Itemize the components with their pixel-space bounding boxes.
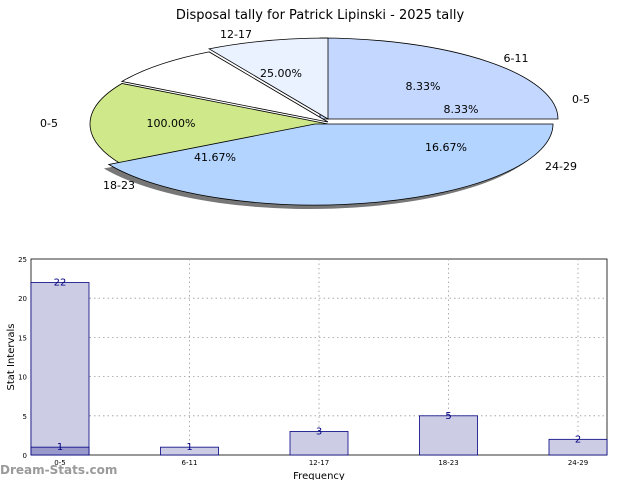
pie-slice-12-17 (319, 37, 559, 120)
pie-chart-title: Disposal tally for Patrick Lipinski - 20… (176, 8, 465, 23)
pie-label-6-11: 6-11 (504, 52, 529, 65)
bar-24-29 (548, 438, 608, 456)
y-tick-label: 15 (18, 334, 27, 342)
bar-value-label-12-17: 3 (316, 426, 322, 437)
pie-slice-0-5 (120, 51, 329, 123)
bar-18-23 (419, 415, 478, 456)
bar-value-label-6-11: 1 (186, 442, 192, 453)
pie-slice-24-29 (89, 83, 329, 165)
x-tick-label-0-5: 0-5 (54, 459, 65, 467)
pie-label-12-17: 12-17 (220, 28, 252, 41)
y-tick-label: 0 (23, 452, 27, 460)
pie-pct-24-29: 16.67% (425, 141, 467, 154)
pie-chart: 12-17 25.00% 6-11 8.33% 0-5 8.33% 24-29 16.67% 1… (40, 28, 590, 209)
pie-label-left: 0-5 (40, 117, 58, 130)
bar-overlay-value-label: 1 (57, 442, 63, 453)
y-tick-label: 20 (18, 295, 27, 303)
y-tick-label: 10 (18, 374, 27, 382)
bar-value-label-18-23: 5 (445, 411, 451, 422)
x-tick-label-24-29: 24-29 (568, 459, 588, 467)
pie-label-24-29: 24-29 (545, 160, 577, 173)
bar-12-17 (289, 431, 349, 456)
bar-value-label-24-29: 2 (575, 434, 581, 445)
x-tick-label-12-17: 12-17 (309, 459, 329, 467)
pie-pct-extra: 100.00% (147, 117, 196, 130)
y-tick-label: 25 (18, 256, 27, 264)
pie-pct-12-17: 25.00% (260, 67, 302, 80)
pie-pct-18-23: 41.67% (194, 151, 236, 164)
pie-label-18-23: 18-23 (103, 179, 135, 192)
y-axis-label: Stat Intervals (6, 323, 17, 390)
bar-6-11 (160, 446, 219, 456)
y-tick-label: 5 (23, 413, 27, 421)
bar-0-5 (30, 282, 90, 456)
x-axis-label: Frequency (293, 471, 345, 480)
bar-overlay-0-5 (30, 446, 90, 456)
bar-chart: 0 5 10 15 20 25 22 0-5 1 6-11 3 12-17 5 18-23 2 24-29 1 F… (6, 256, 608, 482)
pie-label-0-5: 0-5 (572, 93, 590, 106)
pie-slice-18-23 (107, 123, 554, 206)
x-tick-label-18-23: 18-23 (438, 459, 458, 467)
pie-slice-6-11 (207, 37, 329, 120)
watermark: Dream-Stats.com (0, 463, 117, 477)
x-tick-label-6-11: 6-11 (182, 459, 198, 467)
pie-pct-0-5: 8.33% (444, 103, 479, 116)
pie-pct-6-11: 8.33% (406, 80, 441, 93)
bar-value-label-0-5: 22 (54, 278, 67, 289)
